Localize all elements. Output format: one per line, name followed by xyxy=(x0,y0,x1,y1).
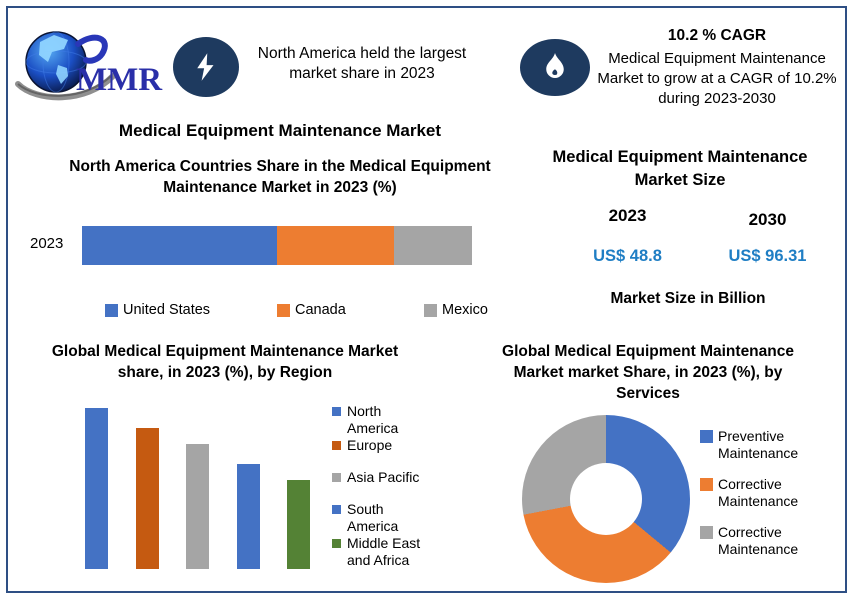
legend-item-middle-east-and-africa: Middle East and Africa xyxy=(332,535,462,569)
legend-item-united-states: United States xyxy=(105,302,210,318)
market-size-year-2023: 2023 xyxy=(608,206,647,225)
legend-swatch xyxy=(424,303,437,317)
services-chart-title: Global Medical Equipment Maintenance Mar… xyxy=(502,343,794,402)
stacked-segment-canada xyxy=(277,226,394,265)
legend-swatch xyxy=(277,303,290,317)
flame-icon xyxy=(520,39,590,96)
legend-item-corrective-maintenance-2: Corrective Maintenance xyxy=(700,524,832,558)
region-bar-asia-pacific xyxy=(186,444,209,569)
stacked-segment-united-states xyxy=(82,226,277,265)
cagr-title: 10.2 % CAGR xyxy=(667,27,767,44)
legend-swatch xyxy=(700,478,713,491)
legend-label: Asia Pacific xyxy=(347,469,420,485)
region-bar-europe xyxy=(135,428,159,569)
market-size-note: Market Size in Billion xyxy=(610,290,766,307)
legend-item-europe: Europe xyxy=(332,437,462,454)
market-size-value-2023: US$ 48.8 xyxy=(593,247,662,265)
legend-label: South America xyxy=(347,501,399,534)
region-bars xyxy=(85,403,310,569)
stacked-category-label: 2023 xyxy=(30,235,64,252)
region-bar-north-america xyxy=(85,408,108,569)
legend-item-preventive-maintenance: Preventive Maintenance xyxy=(700,428,832,462)
highlight-left-text: North America held the largest market sh… xyxy=(257,45,467,82)
legend-item-mexico: Mexico xyxy=(424,302,488,318)
services-donut xyxy=(522,415,690,583)
legend-swatch xyxy=(332,407,341,416)
market-size-value-2030: US$ 96.31 xyxy=(728,247,807,265)
legend-swatch xyxy=(332,505,341,514)
legend-item-corrective-maintenance: Corrective Maintenance xyxy=(700,476,832,510)
legend-label: Europe xyxy=(347,437,393,453)
legend-swatch xyxy=(332,473,341,482)
globe-icon: MMR xyxy=(15,31,163,101)
region-chart-title: Global Medical Equipment Maintenance Mar… xyxy=(51,343,399,381)
logo-text: MMR xyxy=(76,62,163,98)
stacked-chart-title: North America Countries Share in the Med… xyxy=(69,158,491,196)
legend-swatch xyxy=(700,430,713,443)
legend-item-asia-pacific: Asia Pacific xyxy=(332,469,462,486)
mmr-logo: MMR xyxy=(14,18,166,108)
market-size-year-2030: 2030 xyxy=(748,210,787,229)
legend-label: United States xyxy=(123,302,211,318)
region-bar-middle-east-and-africa xyxy=(287,480,310,569)
legend-item-south-america: South America xyxy=(332,501,462,535)
legend-swatch xyxy=(332,441,341,450)
region-legend: North America Europe Asia Pacific South … xyxy=(332,403,462,569)
stacked-bar xyxy=(82,226,472,265)
services-legend: Preventive Maintenance Corrective Mainte… xyxy=(700,428,832,572)
legend-label: Preventive Maintenance xyxy=(718,428,799,461)
lightning-icon xyxy=(173,37,239,97)
legend-swatch xyxy=(332,539,341,548)
legend-label: North America xyxy=(347,403,399,436)
legend-swatch xyxy=(700,526,713,539)
highlight-right-block: 10.2 % CAGR Medical Equipment Maintenanc… xyxy=(588,27,846,109)
region-bar-south-america xyxy=(236,464,260,569)
cagr-text: Medical Equipment Maintenance Market to … xyxy=(597,50,837,107)
legend-label: Corrective Maintenance xyxy=(718,476,799,509)
legend-label: Corrective Maintenance xyxy=(718,524,799,557)
legend-label: Middle East and Africa xyxy=(347,535,421,568)
page-title: Medical Equipment Maintenance Market xyxy=(118,121,442,140)
stacked-segment-mexico xyxy=(394,226,472,265)
legend-item-canada: Canada xyxy=(277,302,346,318)
donut-hole xyxy=(570,463,642,535)
legend-swatch xyxy=(105,303,118,317)
legend-label: Canada xyxy=(295,302,346,318)
legend-label: Mexico xyxy=(442,302,488,318)
market-size-title: Medical Equipment Maintenance Market Siz… xyxy=(552,148,808,189)
legend-item-north-america: North America xyxy=(332,403,462,437)
